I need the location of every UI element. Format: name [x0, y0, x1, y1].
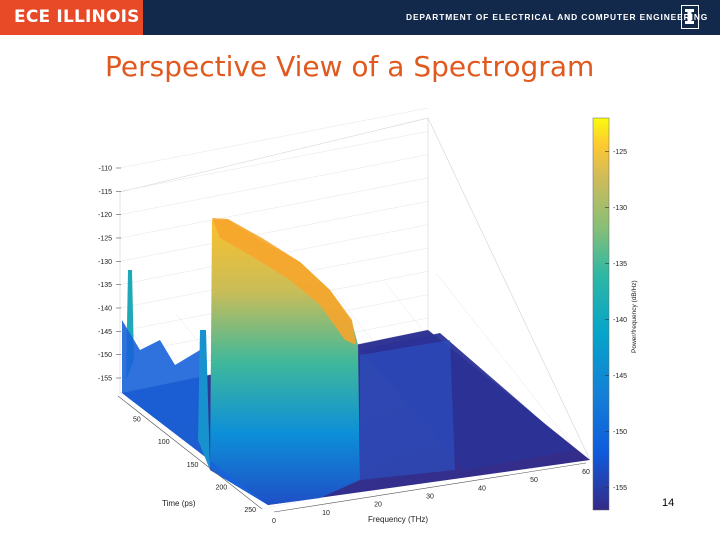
z-tick-label-2: -120 [98, 212, 112, 219]
spectrogram-surface [122, 218, 590, 505]
left-spikes-2 [198, 330, 210, 470]
frequency-tick-label-5: 50 [530, 477, 538, 484]
z-tick-label-7: -145 [98, 329, 112, 336]
colorbar-tick-label-5: -150 [613, 429, 627, 436]
left-noise [122, 320, 268, 505]
floor-ripples [360, 340, 455, 480]
frequency-tick-label-4: 40 [478, 485, 486, 492]
ridge-top [212, 218, 356, 345]
department-name: DEPARTMENT OF ELECTRICAL AND COMPUTER EN… [406, 12, 709, 22]
z-tick-label-9: -155 [98, 376, 112, 383]
block-i-logo-icon [681, 5, 699, 29]
colorbar-tick-label-1: -130 [613, 205, 627, 212]
colorbar-tick-label-4: -145 [613, 373, 627, 380]
colorbar-label: Power/frequency (dB/Hz) [631, 280, 638, 353]
page-number: 14 [662, 497, 675, 509]
time-tick-label-4: 250 [244, 507, 256, 514]
colorbar [592, 117, 610, 511]
time-tick-label-1: 100 [158, 439, 170, 446]
time-axis-line [117, 395, 263, 510]
z-tick-label-6: -140 [98, 306, 112, 313]
time-tick-label-0: 50 [133, 417, 141, 424]
colorbar-tick-label-3: -140 [613, 317, 627, 324]
time-axis: 50 100 150 200 250 [117, 395, 263, 514]
z-grid-2 [119, 154, 429, 215]
frequency-axis-line [273, 462, 587, 513]
frequency-tick-label-2: 20 [374, 502, 382, 509]
brand-box: ECE ILLINOIS [0, 0, 143, 35]
time-tick-label-3: 200 [216, 484, 228, 491]
colorbar-axis: -125 -130 -135 -140 -145 -150 -155 [605, 149, 627, 492]
frequency-axis: 0 10 20 30 40 50 60 [272, 462, 590, 525]
time-tick-label-2: 150 [187, 462, 199, 469]
frequency-tick-label-0: 0 [272, 518, 276, 525]
frequency-tick-label-3: 30 [426, 494, 434, 501]
brand-logo-text: ECE ILLINOIS [14, 7, 140, 27]
frequency-tick-label-6: 60 [582, 469, 590, 476]
z-tick-label-1: -115 [99, 189, 113, 196]
frequency-grid-6 [435, 272, 587, 464]
z-tick-label-3: -125 [98, 236, 112, 243]
z-grid-3 [119, 177, 429, 239]
z-grid-1 [119, 131, 429, 192]
z-grid-0 [119, 107, 429, 169]
z-grid-4 [119, 201, 429, 262]
z-axis: -110 -115 -120 -125 -130 -135 -140 -145 -150 -155 [98, 166, 121, 383]
frequency-axis-label: Frequency (THz) [368, 515, 428, 524]
z-tick-label-4: -130 [98, 259, 112, 266]
z-tick-label-5: -135 [98, 282, 112, 289]
slide-title: Perspective View of a Spectrogram [105, 50, 595, 83]
z-tick-label-0: -110 [99, 166, 113, 173]
frequency-tick-label-1: 10 [322, 510, 330, 517]
colorbar-tick-label-6: -155 [613, 485, 627, 492]
colorbar-tick-label-0: -125 [613, 149, 627, 156]
colorbar-tick-label-2: -135 [613, 261, 627, 268]
z-tick-label-8: -150 [98, 352, 112, 359]
time-axis-label: Time (ps) [162, 499, 196, 508]
